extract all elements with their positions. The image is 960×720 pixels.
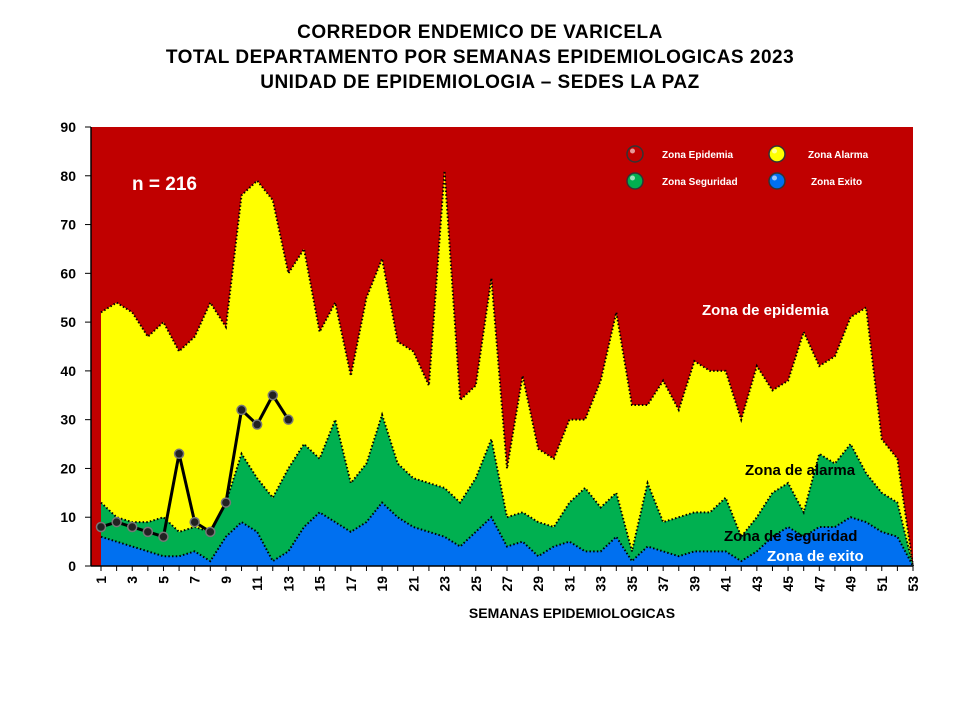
observed-point — [158, 531, 169, 542]
chart-title: CORREDOR ENDEMICO DE VARICELA TOTAL DEPA… — [0, 20, 960, 95]
x-tick-label: 1 — [93, 576, 109, 584]
observed-point — [220, 497, 232, 508]
legend-label: Zona Epidemia — [662, 150, 734, 161]
x-tick-label: 21 — [405, 576, 421, 592]
zona-alarma-boundary — [100, 170, 914, 567]
legend-label: Zona Alarma — [808, 150, 869, 161]
observed-point — [251, 419, 263, 430]
observed-point — [95, 521, 107, 533]
title-line-3: UNIDAD DE EPIDEMIOLOGIA – SEDES LA PAZ — [260, 72, 700, 93]
x-tick-label: 53 — [905, 576, 921, 592]
legend-marker-highlight — [772, 148, 777, 154]
legend-marker — [626, 172, 644, 190]
x-tick-label: 9 — [218, 576, 234, 584]
label-zona-alarma: Zona de alarma — [745, 462, 856, 479]
legend-marker — [626, 145, 644, 163]
x-tick-label: 35 — [624, 576, 640, 592]
title-line-2: TOTAL DEPARTAMENTO POR SEMANAS EPIDEMIOL… — [165, 47, 795, 68]
x-tick-label: 39 — [686, 576, 702, 592]
label-zona-epidemia: Zona de epidemia — [702, 302, 829, 319]
y-tick-label: 0 — [68, 558, 76, 574]
observed-point — [283, 414, 294, 425]
x-tick-label: 37 — [655, 576, 671, 592]
x-tick-label: 45 — [780, 576, 796, 592]
title-line-1: CORREDOR ENDEMICO DE VARICELA — [297, 22, 663, 43]
x-tick-label: 3 — [124, 576, 140, 584]
zona-seguridad-boundary — [100, 411, 914, 567]
observed-series — [95, 390, 294, 542]
y-tick-label: 60 — [60, 265, 76, 281]
zona-exito-boundary — [100, 501, 914, 567]
x-tick-label: 11 — [249, 576, 265, 591]
legend-marker — [768, 145, 786, 163]
observed-point — [126, 521, 138, 533]
x-tick-label: 49 — [843, 576, 859, 592]
legend: Zona Epidemia Zona Alarma Zona Seguridad Zo… — [626, 145, 869, 190]
x-tick-label: 13 — [280, 576, 296, 592]
x-tick-label: 29 — [530, 576, 546, 592]
x-tick-label: 15 — [312, 576, 328, 592]
y-tick-label: 40 — [60, 363, 76, 379]
label-zona-exito: Zona de exito — [767, 548, 864, 565]
x-tick-label: 7 — [187, 576, 203, 584]
n-label: n = 216 — [132, 174, 197, 195]
observed-point — [111, 516, 122, 528]
legend-label: Zona Seguridad — [662, 177, 738, 188]
y-tick-label: 10 — [60, 509, 76, 525]
observed-point — [173, 448, 185, 460]
label-zona-seguridad: Zona de seguridad — [724, 528, 857, 545]
x-tick-label: 31 — [561, 576, 577, 592]
x-tick-label: 25 — [468, 576, 484, 592]
x-tick-label: 51 — [874, 576, 890, 592]
x-tick-label: 27 — [499, 576, 515, 592]
observed-point — [236, 404, 247, 416]
y-tick-label: 90 — [60, 119, 76, 135]
legend-label: Zona Exito — [811, 177, 862, 188]
x-axis-title: SEMANAS EPIDEMIOLOGICAS — [469, 605, 675, 621]
observed-point — [205, 526, 216, 538]
legend-marker-highlight — [772, 175, 777, 181]
y-tick-label: 80 — [60, 168, 76, 184]
x-tick-label: 43 — [749, 576, 765, 592]
legend-marker-highlight — [630, 148, 635, 154]
observed-point — [189, 516, 200, 528]
y-tick-label: 50 — [60, 314, 76, 330]
annotations: n = 216 Zona de epidemia Zona de alarma … — [132, 174, 864, 565]
zona-exito-area — [101, 502, 913, 566]
x-tick-label: 19 — [374, 576, 390, 592]
x-tick-label: 17 — [343, 576, 359, 592]
x-tick-label: 33 — [593, 576, 609, 592]
x-tick-label: 41 — [718, 576, 734, 592]
x-tick-label: 23 — [437, 576, 453, 592]
legend-marker-highlight — [630, 175, 635, 181]
zone-areas — [91, 127, 914, 567]
y-tick-label: 20 — [60, 460, 76, 476]
x-tick-label: 5 — [155, 576, 171, 584]
legend-marker — [768, 172, 786, 190]
x-tick-label: 47 — [811, 576, 827, 592]
y-tick-label: 30 — [60, 412, 76, 428]
observed-point — [267, 390, 279, 401]
observed-point — [142, 526, 154, 538]
y-tick-label: 70 — [60, 217, 76, 233]
